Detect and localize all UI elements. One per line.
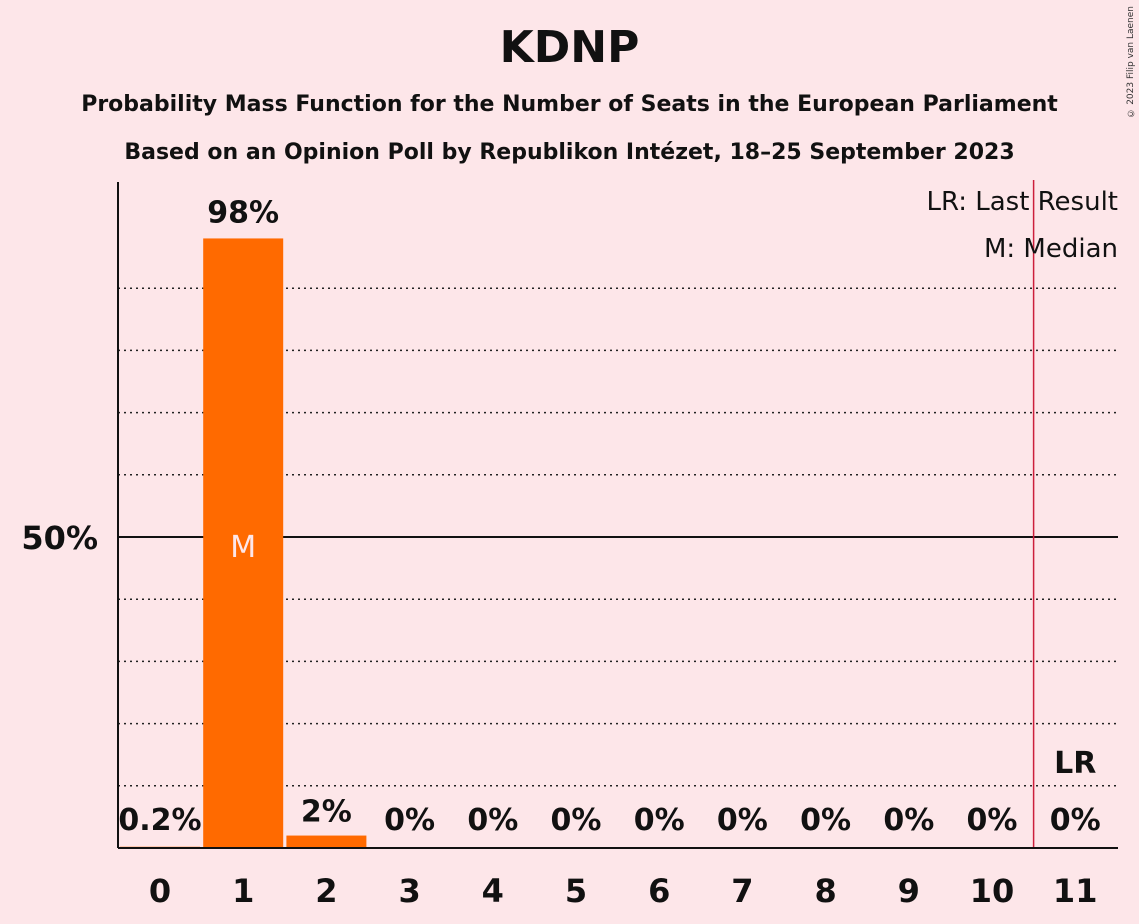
x-tick-label: 6 [648, 872, 670, 910]
chart-subtitle-source: Based on an Opinion Poll by Republikon I… [124, 140, 1015, 165]
value-label: 98% [207, 195, 279, 230]
legend-last-result: LR: Last Result [926, 187, 1118, 217]
chart-subtitle-method: Probability Mass Function for the Number… [81, 92, 1058, 117]
x-tick-label: 10 [970, 872, 1015, 910]
median-marker: M [230, 530, 256, 565]
x-tick-label: 8 [814, 872, 836, 910]
x-tick-label: 11 [1053, 872, 1098, 910]
x-tick-label: 9 [898, 872, 920, 910]
last-result-marker: LR [1054, 746, 1096, 781]
value-label: 0% [883, 803, 934, 838]
value-label: 0% [717, 803, 768, 838]
x-tick-label: 3 [398, 872, 420, 910]
x-tick-label: 2 [315, 872, 337, 910]
value-label: 2% [301, 795, 352, 830]
value-label: 0% [467, 803, 518, 838]
value-label: 0% [551, 803, 602, 838]
x-tick-label: 4 [482, 872, 504, 910]
value-label: 0% [1050, 803, 1101, 838]
x-tick-label: 1 [232, 872, 254, 910]
value-label: 0% [384, 803, 435, 838]
x-tick-label: 0 [149, 872, 171, 910]
value-label: 0.2% [118, 803, 201, 838]
chart-title: KDNP [499, 22, 640, 73]
x-tick-label: 7 [731, 872, 753, 910]
value-label: 0% [634, 803, 685, 838]
legend-median: M: Median [984, 234, 1118, 264]
bar-seat-2 [286, 835, 367, 848]
bar-seat-1 [203, 238, 284, 848]
x-tick-label: 5 [565, 872, 587, 910]
value-label: 0% [800, 803, 851, 838]
value-label: 0% [967, 803, 1018, 838]
y-tick-label: 50% [21, 519, 98, 557]
